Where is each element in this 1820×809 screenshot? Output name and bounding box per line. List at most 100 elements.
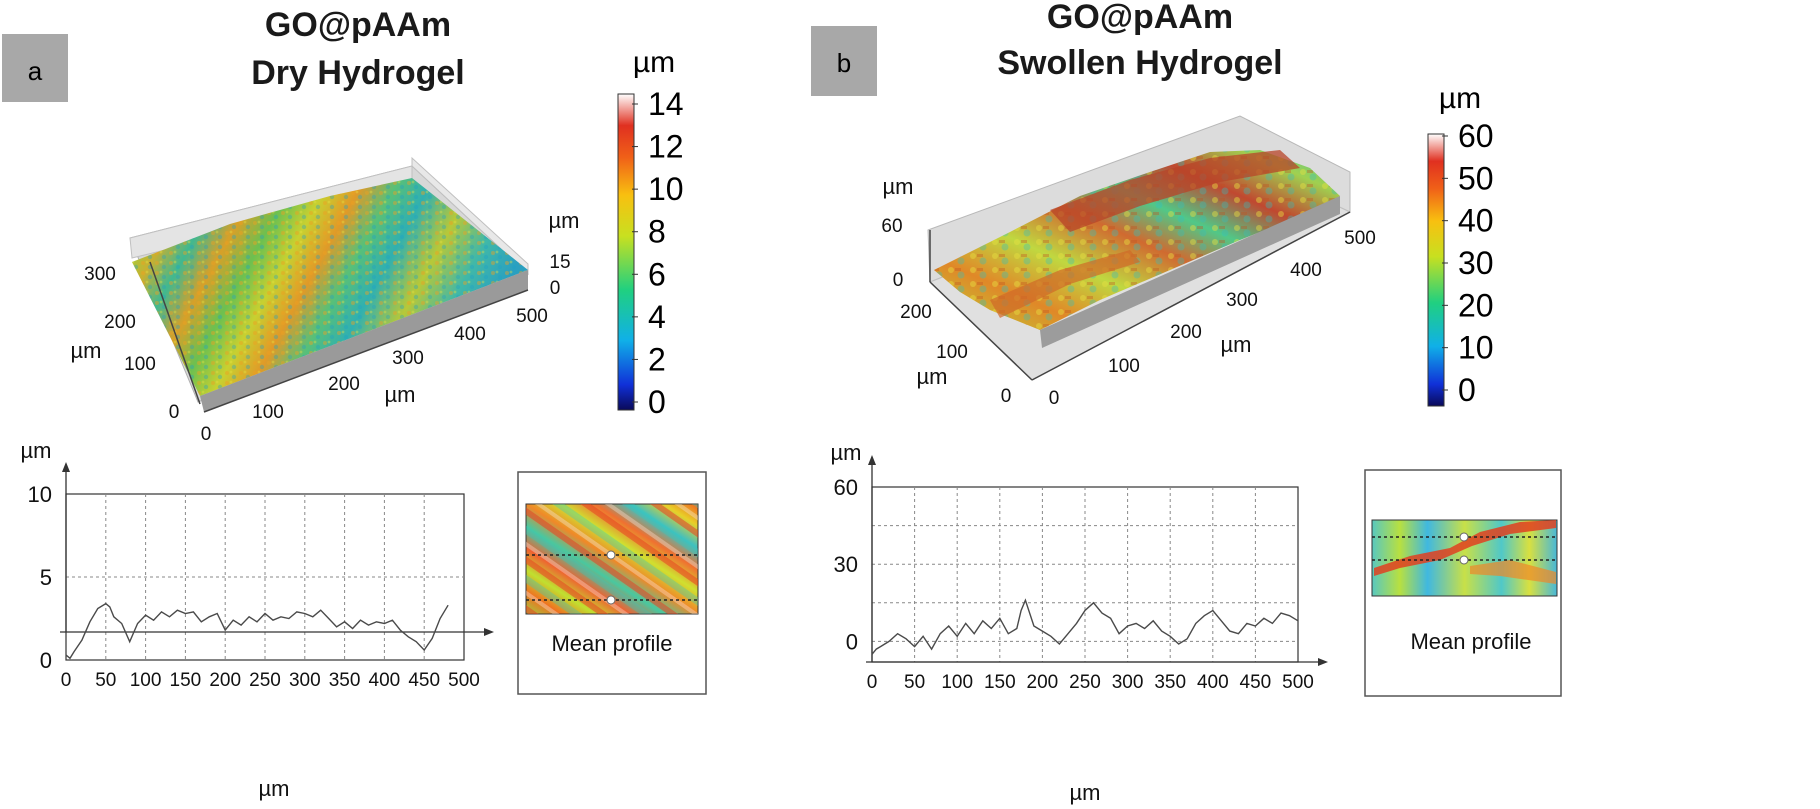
- surface-x-tick: 400: [454, 324, 486, 345]
- profile-b-y-tick: 60: [834, 475, 858, 500]
- panel-a-title-line1: GO@pAAm: [265, 6, 451, 44]
- panel-b-x-axis-line: [1031, 211, 1351, 381]
- profile-a-x-tick: 400: [369, 670, 401, 691]
- panel-b-colorbar-ticks: 60 50 40 30 20 10 0: [1442, 118, 1494, 408]
- colorbar-tick: 50: [1458, 160, 1494, 196]
- panel-b-inset-marker: [1459, 555, 1469, 565]
- profile-a-x-tick: 350: [329, 670, 361, 691]
- profile-a-y-arrow: [62, 462, 70, 472]
- panel-b-label-box: [811, 26, 877, 96]
- panel-a-inset-marker: [606, 595, 616, 605]
- surface-y-tick: 200: [104, 312, 136, 333]
- surface-x-tick: 500: [516, 306, 548, 327]
- profile-a-x-tick: 500: [448, 670, 480, 691]
- colorbar-tick: 8: [648, 214, 666, 250]
- profile-a-x-tick: 300: [289, 670, 321, 691]
- panel-a-surface-texture: [132, 178, 528, 396]
- colorbar-tick: 30: [1458, 245, 1494, 281]
- panel-a-profile-area: 0 50 100 150 200 250 300 350 400 450 500 0 5 10: [28, 462, 494, 691]
- surface-x-tick: 400: [1290, 260, 1322, 281]
- profile-b-x-tick: 500: [1282, 672, 1314, 693]
- profile-b-x-tick: 400: [1197, 672, 1229, 693]
- surface-y-tick: 0: [169, 402, 180, 423]
- panel-a-profile-plot: µm µm 0 50 100 150 200 250 300 350 400 450 500 0 5 10: [20, 438, 494, 801]
- panel-a-surface-z-unit: µm: [548, 208, 579, 233]
- panel-b: b GO@pAAm Swollen Hydrogel 0 100 200 300…: [811, 0, 1562, 805]
- panel-a-surface-y-unit: µm: [70, 338, 101, 363]
- profile-b-x-tick: 100: [941, 672, 973, 693]
- panel-a-surface-frontwall: [200, 270, 528, 412]
- profile-b-x-tick: 250: [1069, 672, 1101, 693]
- panel-b-surface-ridge: [990, 250, 1140, 318]
- panel-a-title-line2: Dry Hydrogel: [251, 54, 465, 92]
- panel-b-title-line1: GO@pAAm: [1047, 0, 1233, 36]
- panel-b-inset-ridge: [1374, 520, 1556, 576]
- profile-b-y-arrow: [868, 455, 876, 465]
- profile-a-x-tick: 250: [249, 670, 281, 691]
- profile-b-x-arrow: [1318, 658, 1328, 666]
- panel-b-surface-z-ticks: 0 60 µm: [881, 174, 913, 291]
- colorbar-tick: 10: [1458, 330, 1494, 366]
- profile-a-y-tick: 10: [28, 482, 52, 507]
- colorbar-tick: 4: [648, 299, 666, 335]
- profile-b-y-tick: 30: [834, 552, 858, 577]
- colorbar-tick: 40: [1458, 203, 1494, 239]
- profile-b-x-tick: 200: [1027, 672, 1059, 693]
- panel-b-profile-area: 0 50 100 150 200 250 300 350 400 450 500 0 30 60: [834, 455, 1328, 693]
- surface-y-tick: 100: [936, 342, 968, 363]
- panel-a-inset: Mean profile: [517, 471, 707, 695]
- panel-a-label: a: [28, 56, 43, 86]
- panel-b-surface-ridge: [1050, 150, 1300, 232]
- panel-b-surface-frontwall: [1040, 196, 1340, 348]
- colorbar-tick: 10: [648, 171, 684, 207]
- panel-a: a GO@pAAm Dry Hydrogel 0 100 200 300 400…: [2, 6, 707, 801]
- panel-a-x-axis-line: [203, 289, 529, 413]
- profile-a-x-arrow: [484, 628, 494, 636]
- panel-a-surface-plot: [129, 156, 529, 413]
- panel-b-profile-x-unit: µm: [1069, 780, 1100, 805]
- panel-b-inset-ridge: [1470, 560, 1556, 584]
- surface-y-tick: 0: [1001, 386, 1012, 407]
- surface-x-tick: 0: [201, 424, 212, 445]
- colorbar-tick: 20: [1458, 287, 1494, 323]
- colorbar-tick: 6: [648, 256, 666, 292]
- surface-z-tick: 0: [893, 270, 904, 291]
- panel-b-surface-x-ticks: 0 100 200 300 400 500 µm: [1049, 228, 1376, 409]
- panel-a-surface-z-ticks: 0 15 µm: [548, 208, 579, 299]
- surface-z-tick: 15: [549, 252, 570, 273]
- profile-b-x-tick: 300: [1112, 672, 1144, 693]
- panel-a-inset-label: Mean profile: [551, 631, 672, 656]
- profile-b-series-line: [871, 598, 1299, 655]
- surface-x-tick: 200: [328, 374, 360, 395]
- profile-a-series-line: [65, 602, 449, 660]
- profile-b-x-tick: 350: [1154, 672, 1186, 693]
- profile-a-y-tick: 0: [40, 648, 52, 673]
- surface-y-tick: 200: [900, 302, 932, 323]
- panel-a-profile-x-unit: µm: [258, 776, 289, 801]
- profile-a-x-tick: 450: [408, 670, 440, 691]
- panel-b-label: b: [837, 48, 851, 78]
- panel-a-colorbar-unit: µm: [633, 46, 675, 79]
- surface-y-tick: 300: [84, 264, 116, 285]
- surface-x-tick: 100: [1108, 356, 1140, 377]
- panel-a-inset-marker: [606, 550, 616, 560]
- surface-x-tick: 300: [1226, 290, 1258, 311]
- surface-z-tick: 60: [881, 216, 902, 237]
- surface-x-tick: 100: [252, 402, 284, 423]
- surface-z-tick: 0: [550, 278, 561, 299]
- panel-a-colorbar-ramp: [617, 93, 635, 411]
- panel-a-colorbar: µm 14 12 10 8 6 4 2 0: [617, 46, 684, 420]
- panel-b-title-line2: Swollen Hydrogel: [997, 44, 1282, 82]
- profile-a-x-tick: 0: [61, 670, 72, 691]
- colorbar-tick: 14: [648, 86, 684, 122]
- panel-b-inset-label: Mean profile: [1410, 629, 1531, 654]
- profile-b-x-tick: 0: [867, 672, 878, 693]
- profile-b-x-tick: 150: [984, 672, 1016, 693]
- panel-b-inset-marker: [1459, 532, 1469, 542]
- panel-b-surface-x-unit: µm: [1220, 332, 1251, 357]
- surface-x-tick: 0: [1049, 388, 1060, 409]
- profile-b-y-tick: 0: [846, 629, 858, 654]
- panel-b-surface-y-ticks: 0 100 200 µm: [900, 302, 1011, 407]
- surface-x-tick: 500: [1344, 228, 1376, 249]
